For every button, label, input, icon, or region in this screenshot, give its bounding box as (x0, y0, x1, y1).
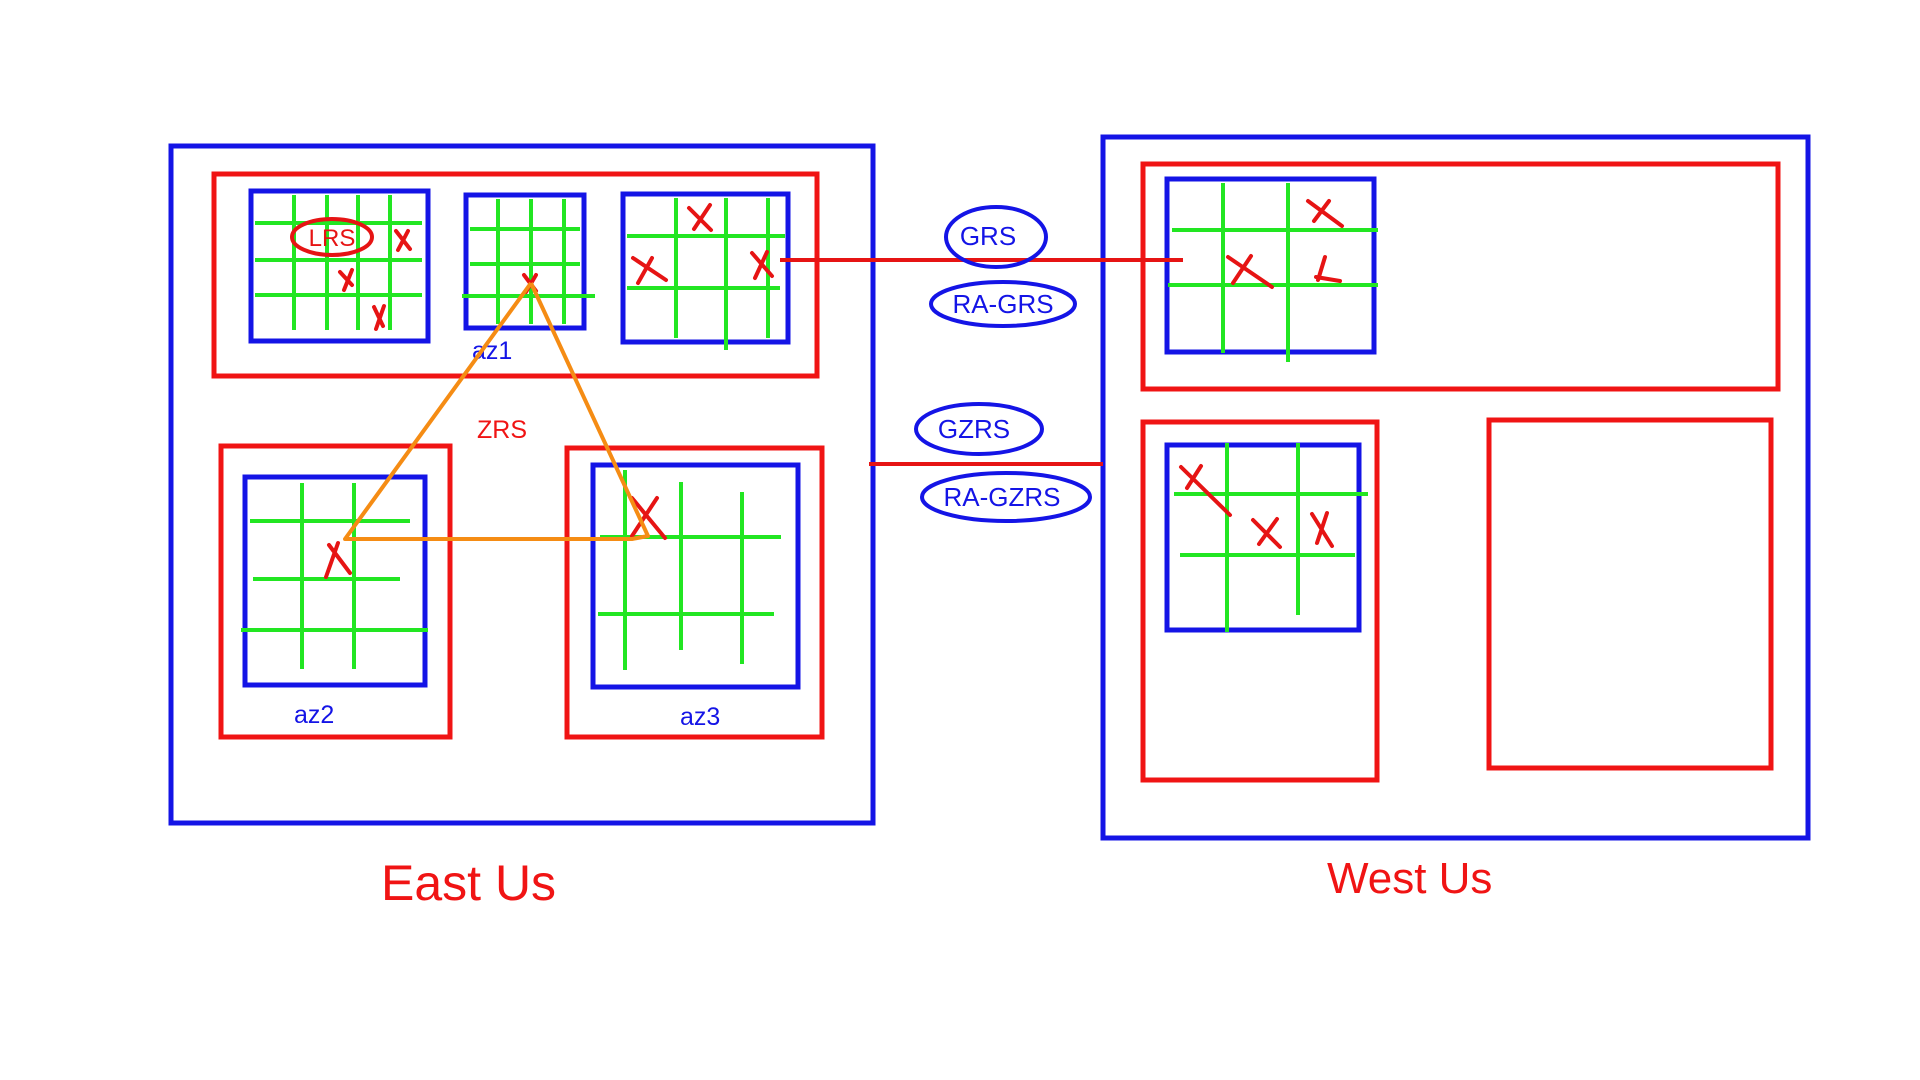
az1-storage-unit-2 (462, 192, 595, 331)
gzrs-label: GZRS (938, 414, 1010, 444)
storage-unit-border (248, 188, 431, 344)
cross-mark-icon (394, 229, 412, 252)
az1-storage-unit-3 (620, 191, 791, 350)
storage-unit-border (1164, 176, 1377, 355)
west-zone-1-storage-unit (1164, 176, 1378, 362)
az2-zone-border (218, 443, 453, 740)
storage-unit-border (590, 462, 801, 690)
west-zone-1 (1140, 161, 1781, 392)
ra-gzrs-badge-ellipse (920, 471, 1092, 523)
storage-unit-border (620, 191, 791, 345)
cross-mark-icon (631, 256, 668, 285)
storage-unit-border (463, 192, 587, 331)
cross-mark-icon (1179, 464, 1232, 517)
ra-gzrs-label: RA-GZRS (944, 482, 1061, 512)
east-zone-az1: LRS (211, 171, 820, 379)
cross-mark-icon (630, 496, 667, 540)
cross-mark-icon (750, 250, 774, 280)
lrs-label: LRS (309, 225, 356, 252)
az2-label: az2 (294, 701, 334, 729)
storage-unit-border (242, 474, 428, 688)
lrs-badge-ellipse (290, 217, 374, 257)
east-region-border (168, 143, 876, 826)
east-zone-az3: az3 (564, 445, 825, 740)
az3-label: az3 (680, 703, 720, 731)
grs-badge: GRS (944, 205, 1048, 269)
cross-mark-icon (1226, 254, 1274, 289)
cross-mark-icon (1251, 517, 1282, 549)
grs-label: GRS (960, 221, 1016, 251)
az1-label: az1 (472, 337, 512, 365)
cross-mark-icon (1310, 511, 1334, 548)
ra-grs-label: RA-GRS (952, 289, 1053, 319)
east-zone-az2: az2 (218, 443, 453, 740)
cross-mark-icon (1314, 255, 1342, 283)
ra-gzrs-badge: RA-GZRS (920, 471, 1092, 523)
west-zone-2 (1140, 419, 1380, 783)
geo-replication-links: GRS RA-GRS GZRS RA-GZRS (780, 205, 1183, 523)
west-zone-3 (1486, 417, 1774, 771)
cross-mark-icon (338, 268, 354, 292)
az1-storage-unit-1: LRS (248, 188, 431, 344)
az3-zone-border (564, 445, 825, 740)
grs-badge-ellipse (944, 205, 1048, 269)
cross-mark-icon (324, 541, 352, 579)
cross-mark-icon (687, 203, 713, 232)
region-east: LRS (168, 143, 876, 911)
cross-mark-icon (372, 304, 386, 331)
west-region-label: West Us (1327, 854, 1492, 903)
az3-storage-unit (590, 462, 801, 690)
gzrs-badge-ellipse (914, 402, 1044, 456)
zrs-replication-path (343, 281, 650, 541)
region-west: West Us (1100, 134, 1811, 903)
zrs-label: ZRS (477, 416, 527, 444)
west-zone-2-border (1140, 419, 1380, 783)
west-zone-2-storage-unit (1164, 442, 1368, 633)
west-region-border (1100, 134, 1811, 841)
az1-zone-border (211, 171, 820, 379)
cross-mark-icon (1306, 199, 1344, 228)
east-region-label: East Us (381, 855, 556, 911)
west-zone-1-border (1140, 161, 1781, 392)
gzrs-badge: GZRS (914, 402, 1044, 456)
ra-grs-badge-ellipse (929, 280, 1077, 328)
storage-unit-border (1164, 442, 1362, 633)
west-zone-3-border (1486, 417, 1774, 771)
az2-storage-unit (241, 474, 428, 688)
ra-grs-badge: RA-GRS (929, 280, 1077, 328)
